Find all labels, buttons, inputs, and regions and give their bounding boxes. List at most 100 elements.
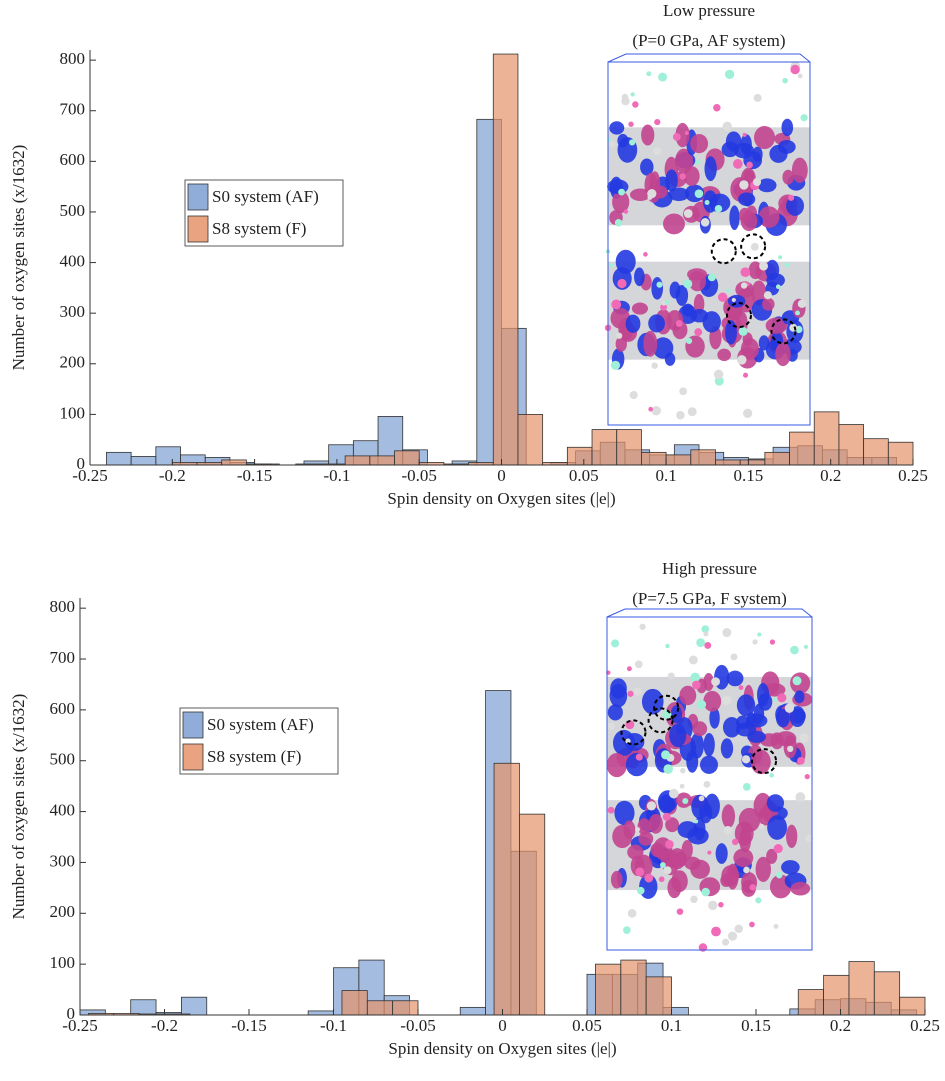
atom [726,288,731,293]
atom [629,391,638,400]
x-tick-label: -0.2 [151,1016,178,1035]
highlight-ring [740,233,767,260]
spin-lobe [664,352,676,366]
x-tick-label: 0.25 [910,1016,940,1035]
atom [635,826,640,832]
spin-lobe [683,166,700,187]
atom [749,921,755,928]
x-tick-label: -0.25 [72,466,107,485]
chart: 0 100 200 300 400 500 600 700 800 -0.25 -0.2 -0.15 -… [9,559,940,1058]
atom [778,255,783,260]
atom [680,767,686,774]
atom [772,697,777,702]
atom [646,71,652,77]
atom [661,750,671,760]
spin-lobe [758,206,780,228]
atom [721,695,732,706]
x-axis-label: Spin density on Oxygen sites (|e|) [388,1039,616,1058]
atom [742,782,751,791]
annotation: High pressure [662,559,757,578]
x-tick-label: 0.05 [572,1016,602,1035]
atom [797,299,807,309]
spin-lobe [668,187,690,202]
spin-lobe [781,118,794,137]
atom [683,209,693,218]
atom [769,639,776,645]
atom [713,103,721,112]
histogram-bar [739,459,766,466]
atom [647,189,657,199]
atom [718,292,728,302]
atom [775,284,781,290]
atom [763,291,772,300]
atom [653,146,662,156]
atom [759,823,765,830]
atom [792,676,802,686]
atom [708,900,718,911]
spin-lobe [663,213,685,235]
histogram-bar [595,963,622,1016]
atom [682,797,689,805]
spin-lobe [669,723,687,748]
spin-lobe [791,157,808,183]
atom [626,666,632,672]
spin-lobe [763,683,786,697]
y-tick-label: 100 [60,403,86,422]
atom [795,310,800,316]
atom [707,273,716,282]
atom [703,631,709,637]
atom [679,783,685,789]
histogram-bar [838,424,865,466]
histogram-bar [517,413,544,466]
x-tick-label: 0.1 [655,466,676,485]
annotation: (P=0 GPa, AF system) [632,31,785,50]
spin-lobe [607,179,629,194]
x-tick-label: -0.15 [237,466,272,485]
atom [690,895,698,904]
spin-lobe [614,800,635,826]
atom [724,69,735,80]
spin-lobe [679,685,697,706]
x-tick-label: -0.1 [323,466,350,485]
spin-lobe [709,707,720,729]
histogram-bar [873,971,901,1016]
spin-lobe [751,280,767,306]
histogram-bar [887,441,914,466]
atom [623,926,631,934]
atom [742,372,749,378]
spin-lobe [690,133,709,154]
atom [696,638,706,648]
spin-lobe [736,694,756,717]
atom [714,204,723,213]
atom [711,677,721,687]
highlight-ring [725,302,752,329]
atom [773,923,779,929]
atom [727,931,738,941]
atom [688,655,698,665]
atom [752,639,758,645]
spin-lobe [729,205,740,231]
spin-lobe [786,824,798,849]
atom [665,839,674,849]
histogram-bar [616,429,642,466]
atom [731,297,736,303]
cell-outline [606,608,813,618]
histogram-bar [645,976,672,1016]
histogram-bar [344,455,371,466]
spin-lobe [746,713,768,728]
cell-outline [607,53,811,63]
atom [737,355,747,365]
histogram-bar [492,53,519,466]
histogram-bar [797,989,825,1016]
x-tick-label: -0.05 [400,1016,435,1035]
atom [800,114,808,122]
atom [646,801,657,811]
histogram-bar [341,990,368,1016]
atom [789,323,798,332]
spin-lobe [681,840,693,860]
spin-lobe [740,134,752,155]
atom [676,411,685,420]
legend-swatch [182,743,204,771]
atom [753,93,762,102]
atom [676,908,684,915]
